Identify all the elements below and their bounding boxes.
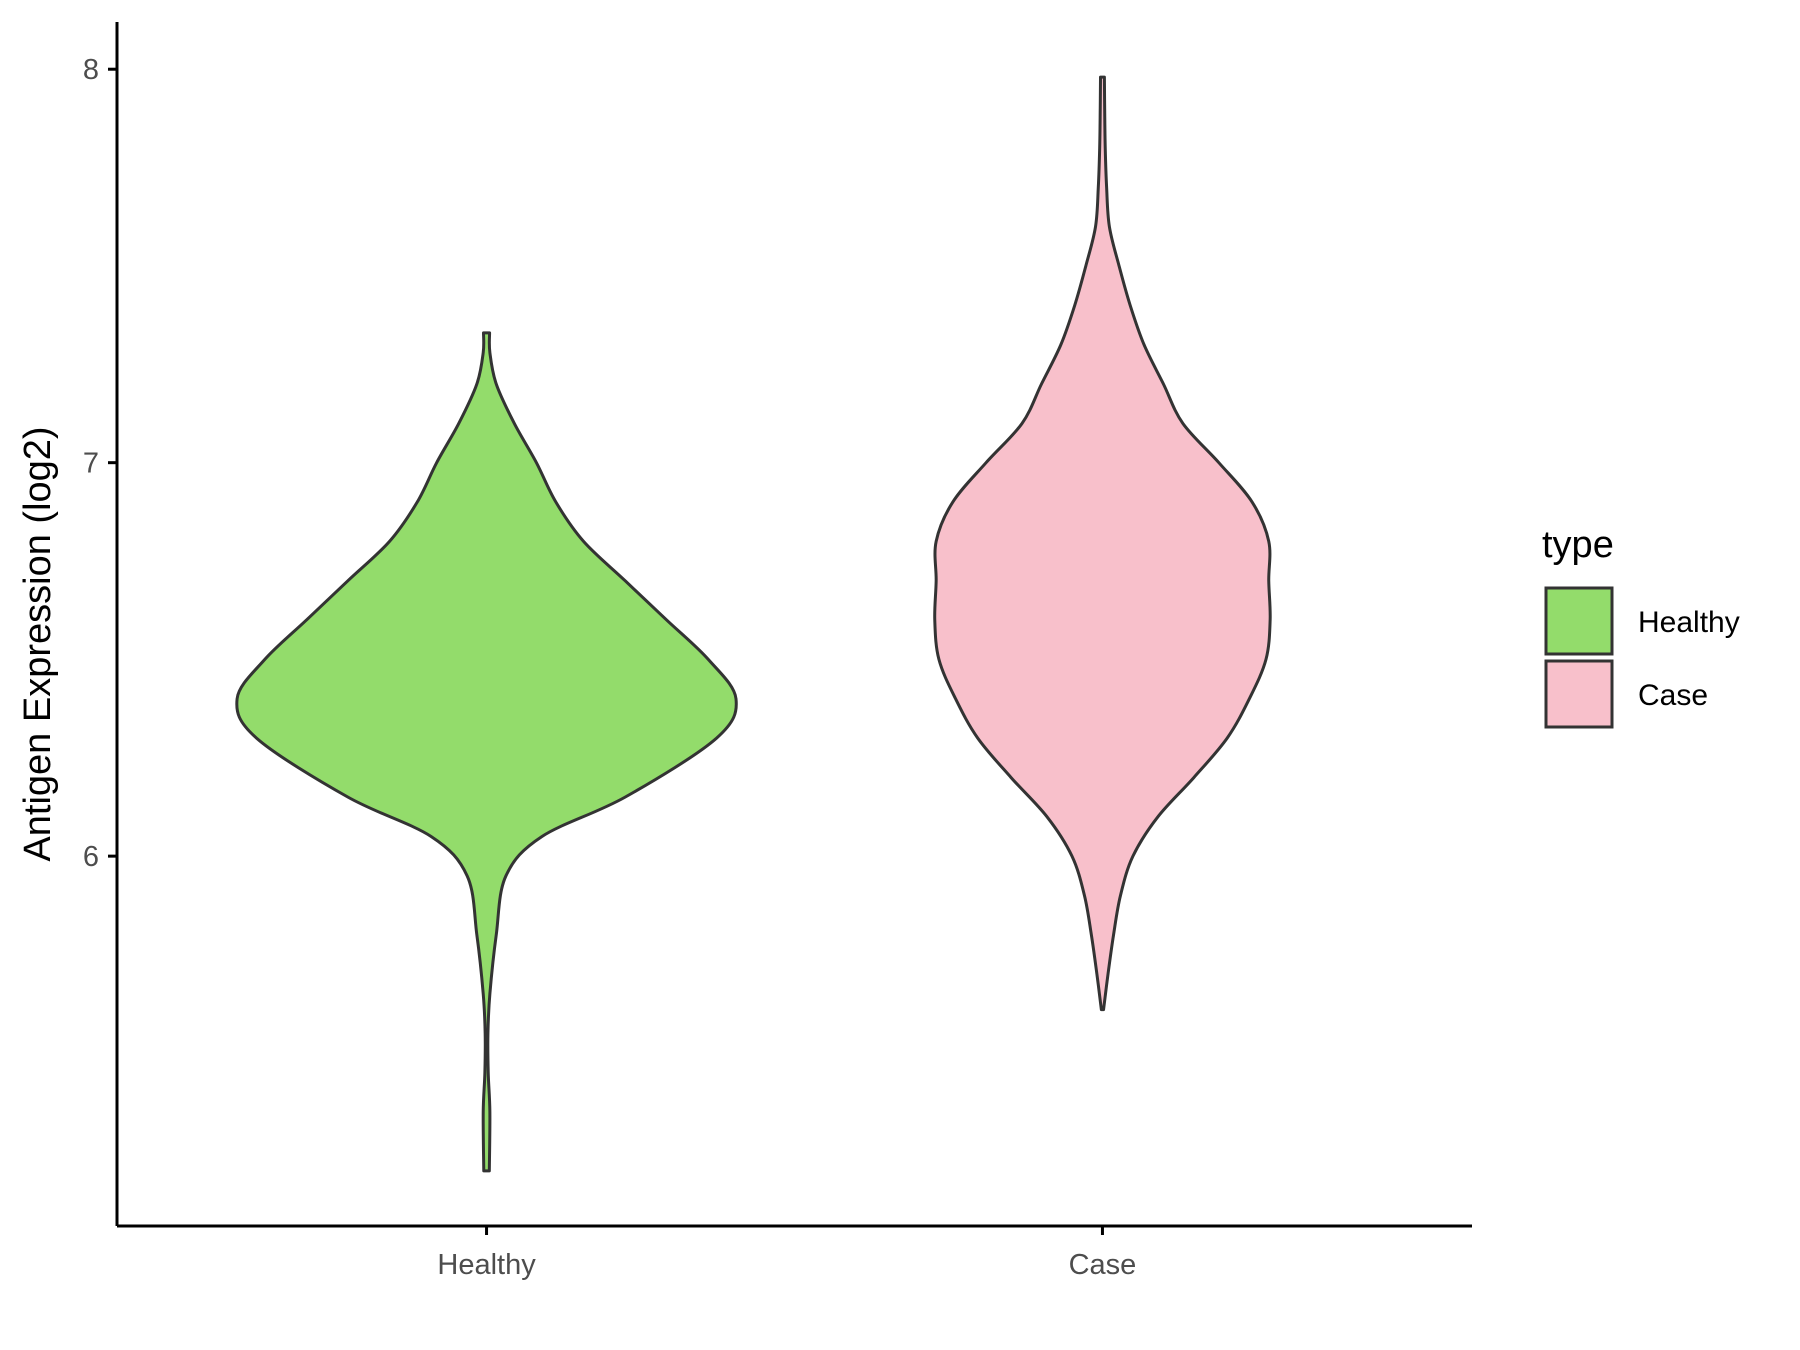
legend-key-case	[1544, 659, 1614, 729]
violin-layer	[235, 75, 1272, 1173]
y-tick-label: 8	[83, 54, 99, 86]
y-axis-title: Antigen Expression (log2)	[17, 426, 59, 861]
axes: 6 7 8 Healthy Case	[83, 22, 1472, 1281]
legend-key-healthy	[1544, 586, 1614, 656]
violin-case	[933, 75, 1272, 1012]
violin-healthy	[235, 331, 738, 1173]
y-ticks: 6 7 8	[83, 54, 117, 873]
y-tick-label: 7	[83, 448, 99, 480]
legend-label: Case	[1638, 679, 1708, 712]
legend-label: Healthy	[1638, 606, 1740, 639]
x-tick-label: Case	[1069, 1249, 1137, 1281]
x-tick-label: Healthy	[437, 1249, 536, 1281]
y-tick-label: 6	[83, 841, 99, 873]
legend: type Healthy Case	[1542, 524, 1740, 729]
legend-entries: Healthy Case	[1544, 586, 1740, 729]
legend-title: type	[1542, 524, 1614, 566]
x-ticks: Healthy Case	[437, 1226, 1136, 1281]
